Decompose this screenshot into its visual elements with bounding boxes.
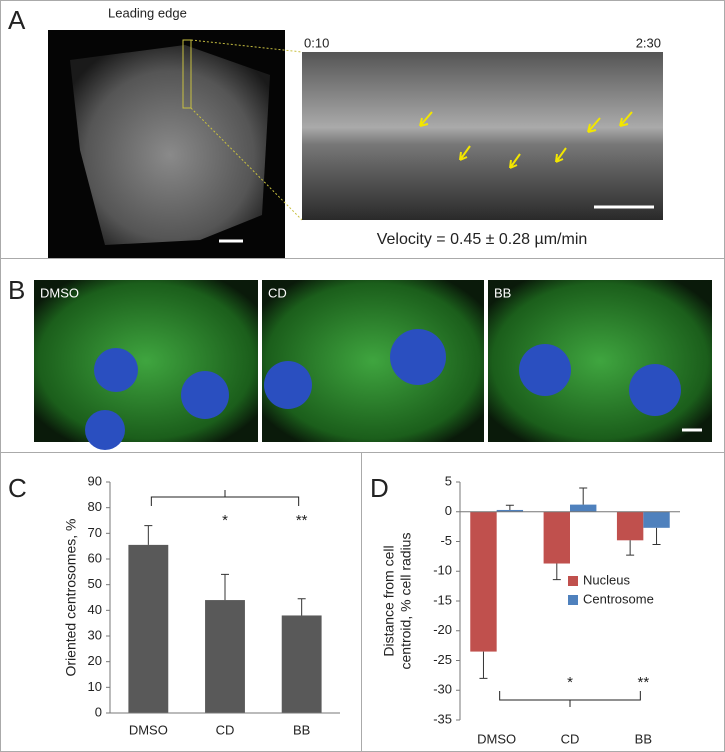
x-tick-label: DMSO xyxy=(477,731,516,746)
y-axis-label: centroid, % cell radius xyxy=(398,533,414,670)
error-bar xyxy=(579,487,588,505)
error-bar xyxy=(297,598,306,616)
error-bar xyxy=(505,504,514,510)
nucleus xyxy=(85,410,125,450)
bar xyxy=(281,615,322,713)
significance-mark: * xyxy=(567,674,573,691)
y-tick-label: -20 xyxy=(433,622,452,637)
x-tick-label: CD xyxy=(216,722,235,737)
significance-mark: ** xyxy=(637,674,649,691)
legend-swatch xyxy=(568,576,578,586)
nucleus xyxy=(629,364,681,416)
bar xyxy=(643,511,670,528)
y-tick-label: -30 xyxy=(433,682,452,697)
panel-label: D xyxy=(370,473,389,503)
x-tick-label: DMSO xyxy=(129,722,168,737)
significance-mark: ** xyxy=(296,512,308,529)
error-bar xyxy=(652,527,661,545)
bar xyxy=(470,511,497,652)
caption: Velocity = 0.45 ± 0.28 µm/min xyxy=(377,231,588,248)
x-tick-label: CD xyxy=(561,731,580,746)
nucleus xyxy=(264,361,312,409)
significance-bracket xyxy=(150,490,300,506)
y-tick-label: 30 xyxy=(88,627,102,642)
micrograph xyxy=(34,280,258,442)
cell xyxy=(70,45,270,245)
panel-frame xyxy=(361,452,725,752)
bar xyxy=(616,511,644,541)
error-bar xyxy=(144,525,153,545)
arrows xyxy=(419,111,633,169)
image-row xyxy=(34,280,712,450)
nucleus xyxy=(181,371,229,419)
y-tick-label: 20 xyxy=(88,653,102,668)
nucleus xyxy=(390,329,446,385)
significance-mark: * xyxy=(222,512,228,529)
nucleus xyxy=(94,348,138,392)
y-tick-label: 0 xyxy=(95,704,102,719)
zoom-line xyxy=(190,39,303,53)
panel-label: B xyxy=(8,275,25,305)
panel-label: A xyxy=(8,5,26,35)
kymograph xyxy=(302,52,663,220)
significance-bracket xyxy=(499,691,641,707)
y-tick-label: -25 xyxy=(433,652,452,667)
time-label: 0:10 xyxy=(304,35,329,50)
y-tick-label: 5 xyxy=(445,473,452,488)
error-bar xyxy=(626,540,635,556)
y-tick-label: 0 xyxy=(445,503,452,518)
y-tick-label: 10 xyxy=(88,679,102,694)
y-axis-label: Distance from cell xyxy=(381,545,397,656)
legend-label: Nucleus xyxy=(583,572,630,587)
micrograph xyxy=(262,280,484,442)
bar xyxy=(543,511,570,564)
time-label: 2:30 xyxy=(636,35,661,50)
error-bar xyxy=(221,573,229,601)
y-tick-label: 90 xyxy=(88,473,102,488)
image-title: Leading edge xyxy=(108,5,187,20)
y-tick-label: 40 xyxy=(88,602,102,617)
y-tick-label: 80 xyxy=(88,499,102,514)
panel-label: C xyxy=(8,473,27,503)
y-tick-label: -35 xyxy=(433,711,452,726)
y-tick-label: -5 xyxy=(440,533,452,548)
bar xyxy=(496,509,524,512)
roi-box xyxy=(182,39,192,109)
bar xyxy=(205,600,245,713)
y-tick-label: 60 xyxy=(88,550,102,565)
y-tick-label: -15 xyxy=(433,592,452,607)
x-tick-label: BB xyxy=(293,722,310,737)
image-label: BB xyxy=(494,285,511,300)
nucleus xyxy=(519,344,571,396)
x-tick-label: BB xyxy=(635,731,652,746)
error-bar xyxy=(552,563,561,581)
bar xyxy=(570,504,597,512)
y-axis-label: Oriented centrosomes, % xyxy=(63,519,79,677)
legend-swatch xyxy=(568,595,578,605)
legend-label: Centrosome xyxy=(583,591,654,606)
y-tick-label: -10 xyxy=(433,563,452,578)
y-tick-label: 70 xyxy=(88,525,102,540)
image-label: DMSO xyxy=(40,285,79,300)
y-tick-label: 50 xyxy=(88,576,102,591)
bar xyxy=(128,544,169,713)
image-label: CD xyxy=(268,285,287,300)
error-bar xyxy=(479,651,488,679)
